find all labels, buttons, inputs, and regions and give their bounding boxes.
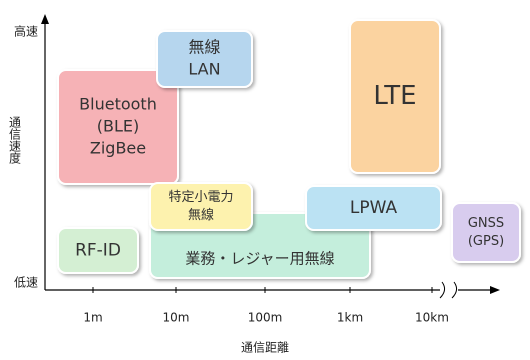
- tech-box: [349, 19, 441, 174]
- tech-box: [149, 182, 253, 231]
- x-tick-label: 10m: [163, 311, 190, 325]
- x-label: 通信距離: [241, 341, 289, 355]
- tech-label: (GPS): [468, 234, 504, 249]
- tech-label: 無線: [188, 38, 220, 57]
- tech-label: 無線: [188, 207, 214, 223]
- x-ticks: 1m 10m 100m 1km 10km: [83, 287, 449, 325]
- tech-label: RF-ID: [75, 241, 121, 261]
- y-label: 通信速度: [8, 116, 22, 164]
- tech-box: [156, 30, 253, 88]
- y-low: 低速: [14, 276, 38, 290]
- y-arrow: [41, 14, 49, 24]
- tech-label: Bluetooth: [79, 95, 157, 114]
- x-tick-label: 1m: [83, 311, 102, 325]
- tech-box: [305, 185, 442, 231]
- tech-box: [451, 202, 521, 263]
- x-arrow: [490, 286, 500, 294]
- x-tick-label: 1km: [337, 311, 363, 325]
- tech-label: LTE: [373, 81, 416, 111]
- tech-label: LAN: [188, 60, 220, 79]
- tech-label: 特定小電力: [168, 190, 233, 205]
- boxes: Bluetooth (BLE) ZigBee 無線 LAN LTE 業務・レジャー用無線 特定…: [57, 19, 521, 279]
- tech-label: (BLE): [97, 117, 139, 136]
- tech-label: GNSS: [468, 216, 504, 231]
- tech-label: 業務・レジャー用無線: [185, 250, 334, 268]
- y-high: 高速: [14, 24, 38, 39]
- axis-break: [439, 281, 458, 299]
- x-tick-label: 10km: [415, 311, 449, 325]
- tech-box: [57, 69, 179, 185]
- tech-box: [57, 227, 139, 274]
- tech-label: LPWA: [350, 198, 398, 218]
- x-tick-label: 100m: [248, 311, 283, 325]
- tech-label: ZigBee: [90, 139, 146, 158]
- axes: 高速 低速 通信速度 通信距離: [8, 14, 500, 355]
